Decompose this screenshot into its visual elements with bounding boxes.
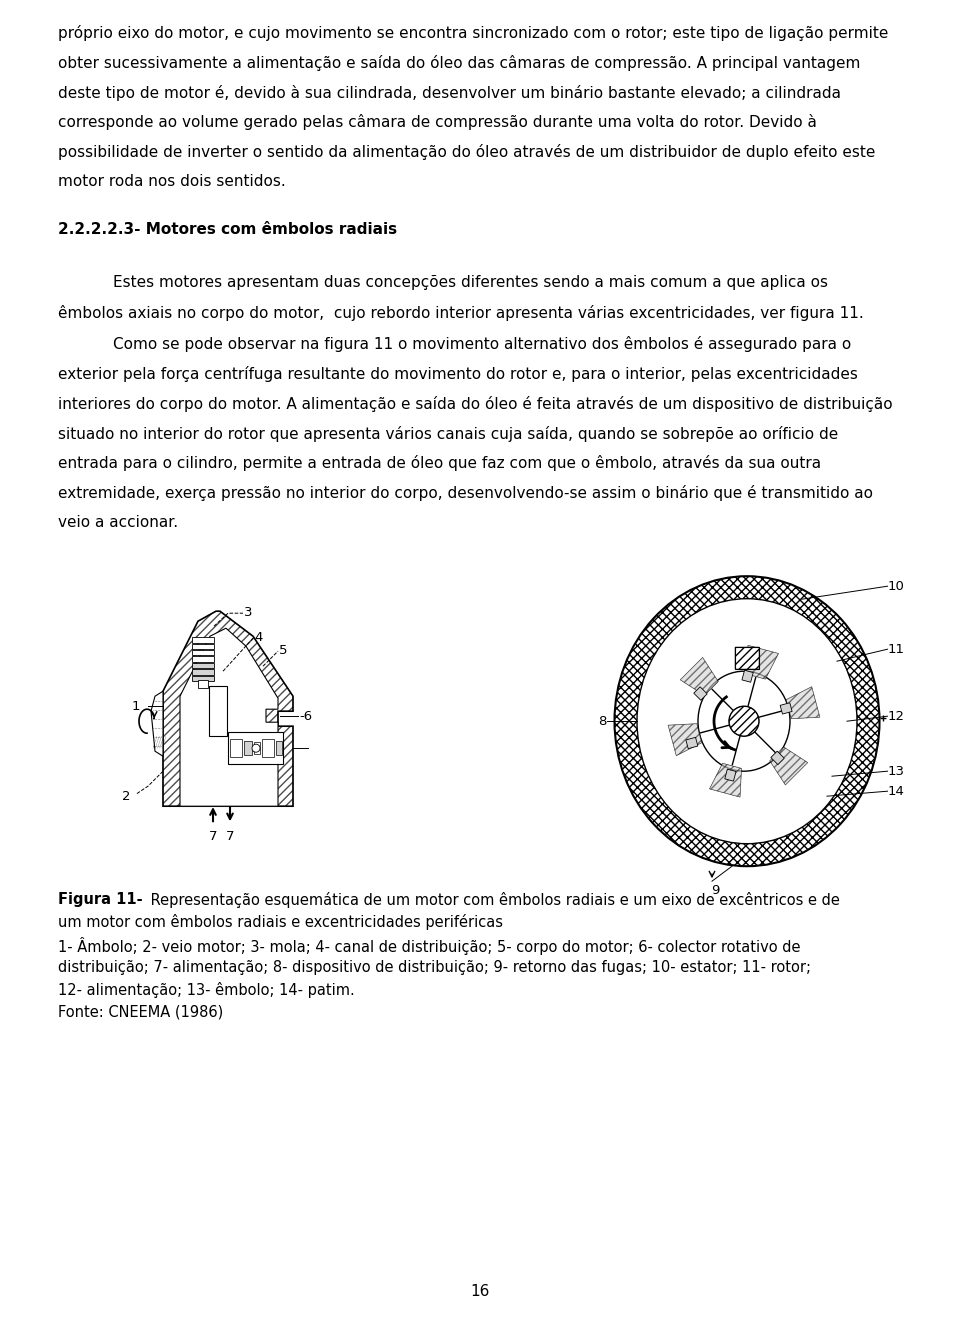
Bar bbox=[192, 637, 214, 643]
Text: deste tipo de motor é, devido à sua cilindrada, desenvolver um binário bastante : deste tipo de motor é, devido à sua cili… bbox=[58, 85, 841, 101]
Bar bbox=[192, 675, 214, 682]
Bar bbox=[735, 647, 759, 670]
Polygon shape bbox=[786, 687, 820, 719]
Text: extremidade, exerça pressão no interior do corpo, desenvolvendo-se assim o binár: extremidade, exerça pressão no interior … bbox=[58, 485, 873, 501]
Text: situado no interior do rotor que apresenta vários canais cuja saída, quando se s: situado no interior do rotor que apresen… bbox=[58, 425, 838, 441]
Ellipse shape bbox=[637, 598, 857, 844]
Text: 3: 3 bbox=[244, 606, 252, 619]
Polygon shape bbox=[163, 611, 293, 807]
Text: êmbolos axiais no corpo do motor,  cujo rebordo interior apresenta várias excent: êmbolos axiais no corpo do motor, cujo r… bbox=[58, 306, 864, 322]
Text: entrada para o cilindro, permite a entrada de óleo que faz com que o êmbolo, atr: entrada para o cilindro, permite a entra… bbox=[58, 456, 821, 472]
Text: Como se pode observar na figura 11 o movimento alternativo dos êmbolos é assegur: Como se pode observar na figura 11 o mov… bbox=[113, 336, 852, 352]
Text: 2: 2 bbox=[122, 789, 130, 803]
Bar bbox=[192, 650, 214, 655]
Text: corresponde ao volume gerado pelas câmara de compressão durante uma volta do rot: corresponde ao volume gerado pelas câmar… bbox=[58, 114, 817, 130]
Text: próprio eixo do motor, e cujo movimento se encontra sincronizado com o rotor; es: próprio eixo do motor, e cujo movimento … bbox=[58, 25, 888, 41]
Bar bbox=[685, 738, 698, 748]
Bar bbox=[742, 670, 754, 682]
Text: 13: 13 bbox=[887, 764, 904, 777]
Ellipse shape bbox=[698, 671, 790, 771]
Text: 4: 4 bbox=[254, 631, 262, 645]
Text: obter sucessivamente a alimentação e saída do óleo das câmaras de compressão. A : obter sucessivamente a alimentação e saí… bbox=[58, 54, 860, 70]
Bar bbox=[230, 739, 242, 758]
Circle shape bbox=[252, 744, 260, 752]
Text: distribuição; 7- alimentação; 8- dispositivo de distribuição; 9- retorno das fug: distribuição; 7- alimentação; 8- disposi… bbox=[58, 960, 811, 974]
Text: Figura 11-: Figura 11- bbox=[58, 892, 143, 906]
Polygon shape bbox=[180, 629, 278, 807]
Polygon shape bbox=[668, 724, 702, 756]
Text: -6: -6 bbox=[299, 710, 312, 723]
Bar bbox=[228, 732, 283, 764]
Text: motor roda nos dois sentidos.: motor roda nos dois sentidos. bbox=[58, 174, 286, 189]
Text: 16: 16 bbox=[470, 1284, 490, 1298]
Bar bbox=[244, 742, 252, 755]
Polygon shape bbox=[770, 747, 807, 785]
Bar bbox=[198, 680, 208, 688]
Polygon shape bbox=[747, 646, 779, 679]
Text: 8: 8 bbox=[598, 715, 607, 728]
Bar bbox=[192, 663, 214, 668]
Text: veio a accionar.: veio a accionar. bbox=[58, 516, 179, 530]
Text: 12: 12 bbox=[887, 710, 904, 723]
Polygon shape bbox=[681, 658, 718, 695]
Text: 7: 7 bbox=[208, 831, 217, 843]
Bar bbox=[209, 686, 227, 736]
Bar bbox=[192, 670, 214, 675]
Text: 7: 7 bbox=[226, 831, 234, 843]
Text: 9: 9 bbox=[710, 884, 719, 897]
Bar bbox=[725, 769, 736, 781]
Bar bbox=[262, 739, 274, 758]
Text: 10: 10 bbox=[887, 579, 904, 593]
Polygon shape bbox=[709, 763, 741, 797]
Bar bbox=[771, 751, 784, 764]
Text: Fonte: CNEEMA (1986): Fonte: CNEEMA (1986) bbox=[58, 1005, 224, 1019]
Bar bbox=[735, 647, 759, 670]
Text: 1: 1 bbox=[132, 699, 140, 712]
Text: 11: 11 bbox=[887, 643, 904, 655]
Text: exterior pela força centrífuga resultante do movimento do rotor e, para o interi: exterior pela força centrífuga resultant… bbox=[58, 365, 858, 383]
Text: 12- alimentação; 13- êmbolo; 14- patim.: 12- alimentação; 13- êmbolo; 14- patim. bbox=[58, 982, 355, 998]
Text: possibilidade de inverter o sentido da alimentação do óleo através de um distrib: possibilidade de inverter o sentido da a… bbox=[58, 144, 876, 161]
Text: interiores do corpo do motor. A alimentação e saída do óleo é feita através de u: interiores do corpo do motor. A alimenta… bbox=[58, 396, 893, 412]
Text: 14: 14 bbox=[887, 784, 904, 797]
Text: 2.2.2.2.3- Motores com êmbolos radiais: 2.2.2.2.3- Motores com êmbolos radiais bbox=[58, 222, 397, 237]
Circle shape bbox=[729, 706, 759, 736]
Text: Estes motores apresentam duas concepções diferentes sendo a mais comum a que apl: Estes motores apresentam duas concepções… bbox=[113, 275, 828, 290]
Bar bbox=[276, 742, 282, 755]
Bar bbox=[192, 657, 214, 662]
Text: Representação esquemática de um motor com êmbolos radiais e um eixo de excêntric: Representação esquemática de um motor co… bbox=[146, 892, 839, 908]
Bar bbox=[254, 742, 260, 754]
Bar bbox=[694, 687, 708, 700]
Text: 5: 5 bbox=[279, 645, 287, 658]
Bar bbox=[192, 643, 214, 649]
Polygon shape bbox=[151, 691, 163, 756]
Ellipse shape bbox=[614, 577, 879, 867]
Text: um motor com êmbolos radiais e excentricidades periféricas: um motor com êmbolos radiais e excentric… bbox=[58, 914, 503, 930]
Text: 1- Âmbolo; 2- veio motor; 3- mola; 4- canal de distribuição; 5- corpo do motor; : 1- Âmbolo; 2- veio motor; 3- mola; 4- ca… bbox=[58, 937, 801, 956]
Bar bbox=[780, 703, 792, 714]
